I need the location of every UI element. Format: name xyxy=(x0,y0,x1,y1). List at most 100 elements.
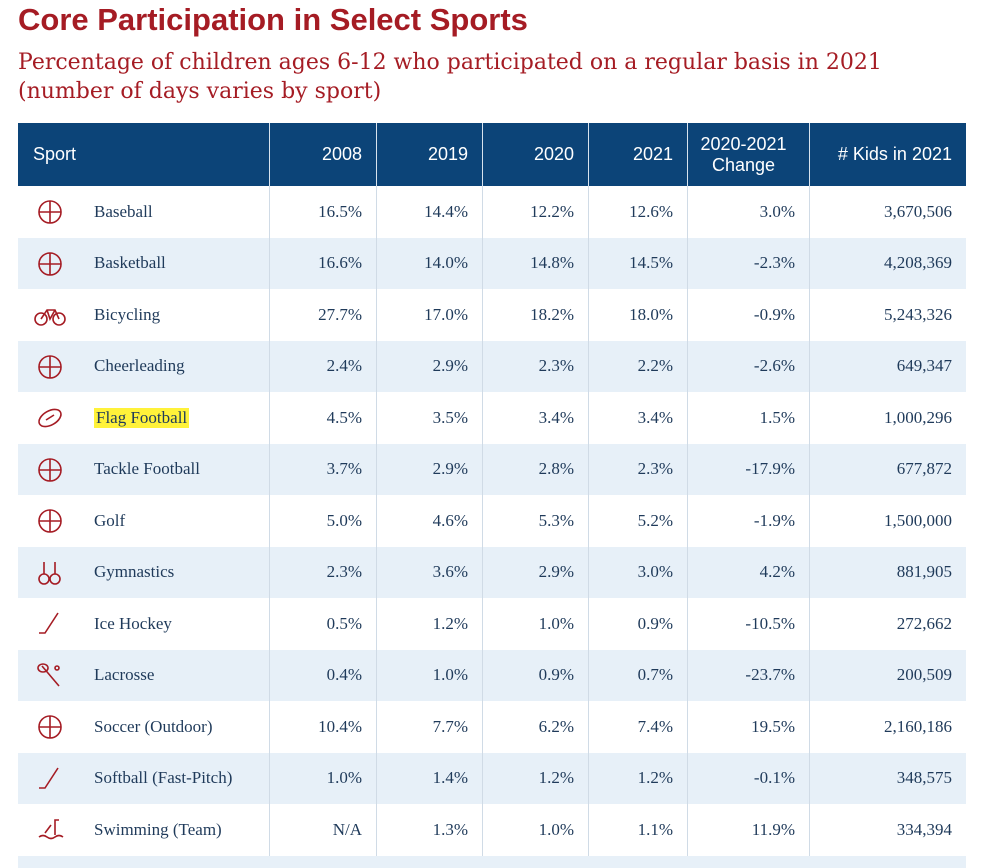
icon-shape xyxy=(39,510,61,532)
cell-value: 2.3% xyxy=(326,562,362,582)
cell-value: 1.2% xyxy=(538,768,574,788)
sport-icon xyxy=(38,200,62,224)
sport-name: Basketball xyxy=(94,253,166,273)
sport-cell: Baseball xyxy=(18,186,270,238)
cell-value: 14.5% xyxy=(629,253,673,273)
cell-value: 16.6% xyxy=(318,253,362,273)
sport-name: Flag Football xyxy=(94,407,190,428)
icon-shape xyxy=(40,309,60,321)
cell-value: 1.5% xyxy=(759,407,795,427)
cell-value: 14.4% xyxy=(424,201,468,221)
cell-value: 2.3% xyxy=(538,356,574,376)
cell-value: 1,500,000 xyxy=(884,510,952,530)
header-text: 2019 xyxy=(427,144,468,164)
header-text: # Kids in 2021 xyxy=(837,144,952,164)
value-cell: -10.5% xyxy=(688,598,810,650)
cell-value: 4,208,369 xyxy=(884,253,952,273)
sport-name: Softball (Fast-Pitch) xyxy=(94,768,233,788)
sport-name: Soccer (Outdoor) xyxy=(94,716,213,736)
sport-cell: Ice Hockey xyxy=(18,598,270,650)
sport-cell: Basketball xyxy=(18,237,270,289)
row-background xyxy=(18,495,966,547)
cell-value: 4.5% xyxy=(326,407,362,427)
value-cell: -17.9% xyxy=(688,443,810,495)
cell-value: -0.9% xyxy=(753,304,795,324)
sport-cell: Golf xyxy=(18,495,270,547)
value-cell: 19.5% xyxy=(688,701,810,753)
value-cell: -0.9% xyxy=(688,289,810,341)
value-cell: 3.4% xyxy=(483,392,589,444)
header-bar xyxy=(18,123,966,186)
cell-value: 2.9% xyxy=(538,562,574,582)
cell-value: -23.7% xyxy=(745,665,795,685)
value-cell: 14.8% xyxy=(483,237,589,289)
cell-value: 0.9% xyxy=(538,665,574,685)
sport-name: Gymnastics xyxy=(94,562,175,582)
cell-value: 1,000,296 xyxy=(884,407,952,427)
icon-shape xyxy=(45,414,55,421)
cell-value: -17.9% xyxy=(745,459,795,479)
value-cell: 27.7% xyxy=(270,289,377,341)
sport-name: Swimming (Team) xyxy=(94,819,222,839)
icon-shape xyxy=(39,458,61,481)
cell-value: 7.7% xyxy=(432,716,468,736)
value-cell: 18.0% xyxy=(589,289,688,341)
sport-icon xyxy=(34,309,66,326)
cell-value: 5.0% xyxy=(326,510,362,530)
cell-value: 3.0% xyxy=(637,562,673,582)
sport-icon xyxy=(39,767,59,789)
sport-icon xyxy=(38,457,62,482)
value-cell: 881,905 xyxy=(810,547,966,599)
value-cell: 1.0% xyxy=(483,804,589,856)
value-cell: 1.2% xyxy=(589,752,688,804)
cell-value: 1.0% xyxy=(432,665,468,685)
cell-value: 5.2% xyxy=(637,510,673,530)
sport-cell: Softball (Fast-Pitch) xyxy=(18,752,270,804)
cell-value: 1.2% xyxy=(637,768,673,788)
sport-icon xyxy=(39,612,59,634)
header-cell: 2019 xyxy=(377,123,483,186)
header-cell: 2020-2021 Change xyxy=(688,123,810,186)
table: Sport 2008 2019 2020 2021 2020-2021 Change # K… xyxy=(18,123,966,868)
value-cell: 14.0% xyxy=(377,237,483,289)
cell-value: 27.7% xyxy=(318,304,362,324)
value-cell: 3.0% xyxy=(688,186,810,238)
cell-value: 3.6% xyxy=(432,562,468,582)
value-cell: 334,394 xyxy=(810,804,966,856)
cell-value: 200,509 xyxy=(896,665,952,685)
cell-value: 272,662 xyxy=(896,613,952,633)
value-cell: 4,208,369 xyxy=(810,238,966,290)
value-cell: 7.4% xyxy=(589,701,688,753)
value-cell: 1.5% xyxy=(688,392,810,444)
cell-value: 0.9% xyxy=(637,613,673,633)
header-cell: 2021 xyxy=(589,123,688,186)
cell-value: 677,872 xyxy=(896,459,952,479)
sport-icon xyxy=(38,354,62,379)
row-background xyxy=(18,186,966,238)
sport-name: Ice Hockey xyxy=(94,613,172,633)
value-cell: -2.6% xyxy=(688,340,810,392)
row-background xyxy=(18,289,966,341)
cell-value: 5.3% xyxy=(538,510,574,530)
row-background xyxy=(18,804,966,856)
cell-value: 12.6% xyxy=(629,201,673,221)
value-cell: 3.0% xyxy=(589,546,688,598)
value-cell: 3.4% xyxy=(589,392,688,444)
value-cell: 2.2% xyxy=(589,340,688,392)
value-cell: 3,670,506 xyxy=(810,186,966,238)
cell-value: 2.9% xyxy=(432,356,468,376)
cell-value: 0.7% xyxy=(637,665,673,685)
sport-name: Baseball xyxy=(94,201,153,221)
cell-value: 17.0% xyxy=(424,304,468,324)
row-background xyxy=(18,752,966,804)
icon-shape xyxy=(39,201,61,223)
cell-value: 2,160,186 xyxy=(884,716,952,736)
value-cell: -1.9% xyxy=(688,495,810,547)
cell-value: 348,575 xyxy=(896,768,952,788)
sport-cell: Gymnastics xyxy=(18,546,270,598)
sport-icon xyxy=(38,561,61,585)
sport-icon xyxy=(38,509,62,533)
icon-shape xyxy=(38,408,62,428)
sport-cell: Bicycling xyxy=(18,289,270,341)
value-cell: 1.4% xyxy=(377,752,483,804)
